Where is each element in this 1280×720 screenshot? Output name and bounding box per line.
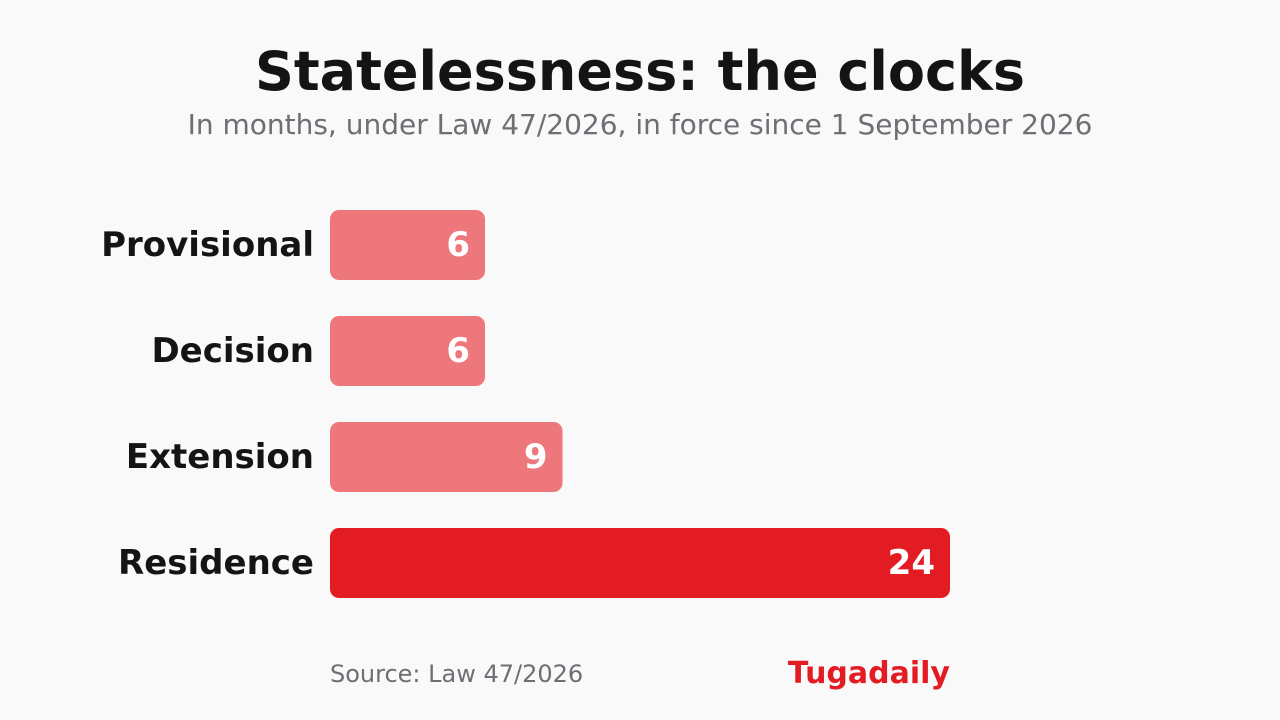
chart-subtitle: In months, under Law 47/2026, in force s…	[187, 108, 1093, 141]
category-label-decision: Decision	[151, 331, 314, 371]
value-label-decision: 6	[446, 331, 470, 371]
category-label-provisional: Provisional	[101, 225, 314, 265]
chart-title: Statelessness: the clocks	[254, 40, 1026, 103]
category-label-residence: Residence	[118, 543, 314, 583]
value-label-residence: 24	[888, 543, 935, 583]
value-label-provisional: 6	[446, 225, 470, 265]
source-note: Source: Law 47/2026	[330, 660, 584, 688]
bar-provisional	[330, 210, 485, 280]
bar-residence	[330, 528, 950, 598]
category-label-extension: Extension	[126, 437, 314, 477]
bar-decision	[330, 316, 485, 386]
bar-extension	[330, 422, 563, 492]
brand-logo: Tugadaily	[787, 656, 950, 691]
value-label-extension: 9	[524, 437, 548, 477]
